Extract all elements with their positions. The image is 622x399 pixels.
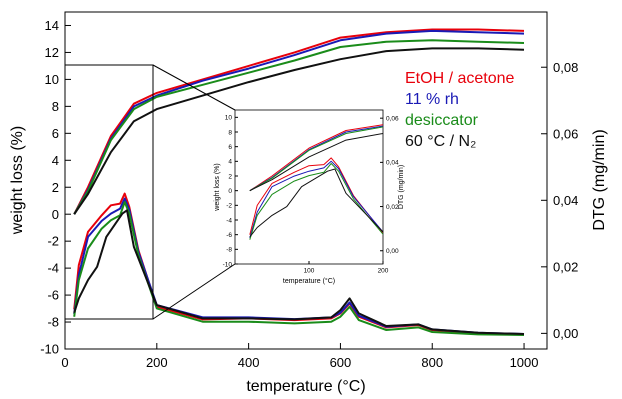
bottom-tick-label: 1000 [510,355,539,370]
inset-right-tick-label: 0,02 [386,204,399,211]
legend: EtOH / acetone 11 % rh desiccator 60 °C … [405,70,514,150]
bottom-tick-label: 0 [61,355,68,370]
left-tick-label: -4 [47,261,59,276]
inset-left-tick-label: 8 [228,129,232,136]
inset-etoh-acetone-weight-loss-line [249,124,383,192]
inset-left-tick-label: 10 [225,115,233,122]
legend-entry-desiccator: desiccator [405,112,479,129]
inset-right-tick-label: 0,06 [386,115,399,122]
right-tick-label: 0,06 [553,126,578,141]
inset-right-y-axis-title: DTG (mg/min) [398,165,405,209]
inset-left-tick-label: -10 [223,261,233,268]
inset-left-tick-label: -8 [226,247,232,254]
left-tick-label: -10 [40,342,59,357]
bottom-axis-ticks: 0 200 400 600 800 1000 [61,343,539,370]
right-y-axis-title: DTG (mg/min) [591,129,608,230]
inset-left-tick-label: 0 [228,188,232,195]
inset-bottom-tick-label: 200 [378,268,389,275]
right-tick-label: 0,08 [553,60,578,75]
zoom-region-box [64,64,154,320]
left-tick-label: -2 [47,234,59,249]
left-tick-label: 0 [52,207,59,222]
bottom-tick-label: 600 [330,355,352,370]
inset-left-y-axis-title: weight loss (%) [214,163,221,211]
bottom-tick-label: 200 [146,355,168,370]
inset-60-c-n-weight-loss-line [249,133,383,192]
desiccator-dtg-line [73,201,525,336]
main-series-group [73,28,525,336]
bottom-tick-label: 800 [421,355,443,370]
legend-entry-60c-n2: 60 °C / N₂ [405,133,476,150]
bottom-tick-label: 400 [238,355,260,370]
inset-bottom-tick-label: 100 [304,268,315,275]
inset-11-rh-dtg-line [249,160,383,239]
inset-left-tick-label: 4 [228,159,232,166]
left-tick-label: 12 [45,45,59,60]
left-tick-label: 14 [45,18,59,33]
inset-left-tick-label: 2 [228,173,232,180]
right-tick-label: 0,00 [553,326,578,341]
left-tick-label: 4 [52,153,59,168]
inset-left-tick-label: 6 [228,144,232,151]
right-tick-label: 0,04 [553,193,578,208]
right-axis-ticks: 0,00 0,02 0,04 0,06 0,08 [541,60,578,341]
inset-desiccator-dtg-line [249,163,383,240]
60-c-n-dtg-line [73,209,525,335]
right-tick-label: 0,02 [553,259,578,274]
zoom-connector-top [152,64,236,111]
left-y-axis-title: weight loss (%) [9,126,26,235]
inset-60-c-n-dtg-line [249,168,383,238]
inset-left-axis-ticks: -10 -8 -6 -4 -2 0 2 4 6 8 10 [223,115,238,268]
x-axis-title: temperature (°C) [246,378,365,395]
inset-right-axis-ticks: 0,00 0,02 0,04 0,06 [380,115,399,255]
60-c-n-weight-loss-line [73,47,525,215]
inset-desiccator-weight-loss-line [249,126,383,192]
left-tick-label: 8 [52,99,59,114]
left-tick-label: 6 [52,126,59,141]
etoh-acetone-weight-loss-line [73,28,525,215]
inset-series-group [249,124,383,240]
left-tick-label: 2 [52,180,59,195]
inset-right-tick-label: 0,04 [386,160,399,167]
left-tick-label: 10 [45,72,59,87]
inset-right-tick-label: 0,00 [386,248,399,255]
inset-left-tick-label: -4 [226,217,232,224]
legend-entry-11-rh: 11 % rh [405,91,459,108]
desiccator-weight-loss-line [73,39,525,215]
left-axis-ticks: -10 -8 -6 -4 -2 0 2 4 6 8 10 12 14 [40,18,71,357]
left-tick-label: -8 [47,315,59,330]
inset-left-tick-label: -2 [226,203,232,210]
inset-plot: -10 -8 -6 -4 -2 0 2 4 6 8 10 0,00 0,02 0,04 0,06 100 2… [214,109,405,285]
left-tick-label: -6 [47,288,59,303]
inset-bottom-axis-ticks: 100 200 [304,261,389,275]
inset-plot-frame [234,109,384,265]
inset-x-axis-title: temperature (°C) [283,277,335,285]
inset-left-tick-label: -6 [226,232,232,239]
inset-etoh-acetone-dtg-line [249,157,383,235]
zoom-connector-bottom [152,263,236,320]
legend-entry-etoh-acetone: EtOH / acetone [405,70,514,87]
